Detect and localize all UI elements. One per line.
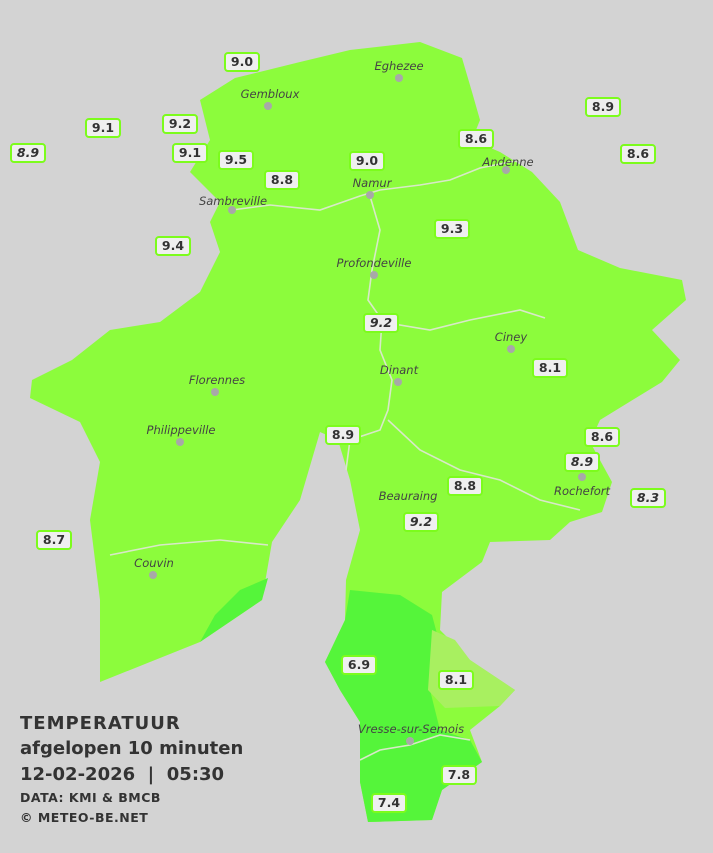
temperature-label[interactable]: 8.7 [36, 530, 72, 550]
town-label: Couvin [134, 556, 174, 570]
town-dot [366, 191, 374, 199]
temperature-label[interactable]: 8.1 [532, 358, 568, 378]
town-dot [394, 378, 402, 386]
town-dot [578, 473, 586, 481]
town-label: Vresse-sur-Semois [357, 722, 465, 736]
town-label: Namur [352, 176, 392, 190]
town-dot [406, 737, 414, 745]
town-dot [370, 271, 378, 279]
cold-zone [325, 590, 482, 822]
town-label: Beauraing [378, 489, 438, 503]
mild-zone [428, 630, 515, 708]
town-label: Profondeville [336, 256, 412, 270]
temperature-label[interactable]: 8.9 [325, 425, 361, 445]
town-label: Gembloux [240, 87, 300, 101]
town-dot [264, 102, 272, 110]
town-label: Dinant [379, 363, 419, 377]
temperature-label[interactable]: 9.2 [363, 313, 399, 333]
temperature-label[interactable]: 8.3 [630, 488, 666, 508]
temperature-label[interactable]: 8.8 [264, 170, 300, 190]
town-dot [149, 571, 157, 579]
town-dot [176, 438, 184, 446]
temperature-label[interactable]: 7.8 [441, 765, 477, 785]
temperature-label[interactable]: 7.4 [371, 793, 407, 813]
temperature-label[interactable]: 8.6 [620, 144, 656, 164]
temperature-label[interactable]: 9.2 [162, 114, 198, 134]
legend: TEMPERATUUR afgelopen 10 minuten 12-02-2… [20, 712, 243, 828]
temperature-label[interactable]: 9.1 [85, 118, 121, 138]
temperature-label[interactable]: 8.6 [584, 427, 620, 447]
temperature-label[interactable]: 8.6 [458, 129, 494, 149]
temperature-label[interactable]: 8.9 [564, 452, 600, 472]
temperature-label[interactable]: 9.0 [349, 151, 385, 171]
town-dot [502, 166, 510, 174]
town-label: Sambreville [198, 194, 268, 208]
temperature-label[interactable]: 8.9 [10, 143, 46, 163]
town-dot [395, 74, 403, 82]
town-dot [228, 206, 236, 214]
temperature-label[interactable]: 9.0 [224, 52, 260, 72]
town-dot [211, 388, 219, 396]
town-label: Ciney [494, 330, 528, 344]
town-label: Florennes [188, 373, 246, 387]
town-label: Eghezee [374, 59, 424, 73]
rivers [109, 159, 581, 761]
temperature-label[interactable]: 9.1 [172, 143, 208, 163]
temperature-label[interactable]: 8.8 [447, 476, 483, 496]
town-label: Rochefort [553, 484, 611, 498]
town-label: Andenne [482, 155, 534, 169]
temperature-label[interactable]: 8.9 [585, 97, 621, 117]
temperature-label[interactable]: 9.4 [155, 236, 191, 256]
town-dot [507, 345, 515, 353]
temperature-label[interactable]: 9.5 [218, 150, 254, 170]
temperature-label[interactable]: 6.9 [341, 655, 377, 675]
legend-title: TEMPERATUUR [20, 713, 181, 734]
cold-zone-west [200, 578, 268, 642]
legend-subtitle: afgelopen 10 minuten [20, 738, 244, 759]
town-label: Philippeville [146, 423, 216, 437]
legend-datetime: 12-02-2026 | 05:30 [20, 764, 225, 785]
temperature-label[interactable]: 8.1 [438, 670, 474, 690]
legend-copyright: © METEO-BE.NET [20, 810, 149, 825]
temperature-label[interactable]: 9.3 [434, 219, 470, 239]
temperature-label[interactable]: 9.2 [403, 512, 439, 532]
legend-source: DATA: KMI & BMCB [20, 790, 161, 805]
